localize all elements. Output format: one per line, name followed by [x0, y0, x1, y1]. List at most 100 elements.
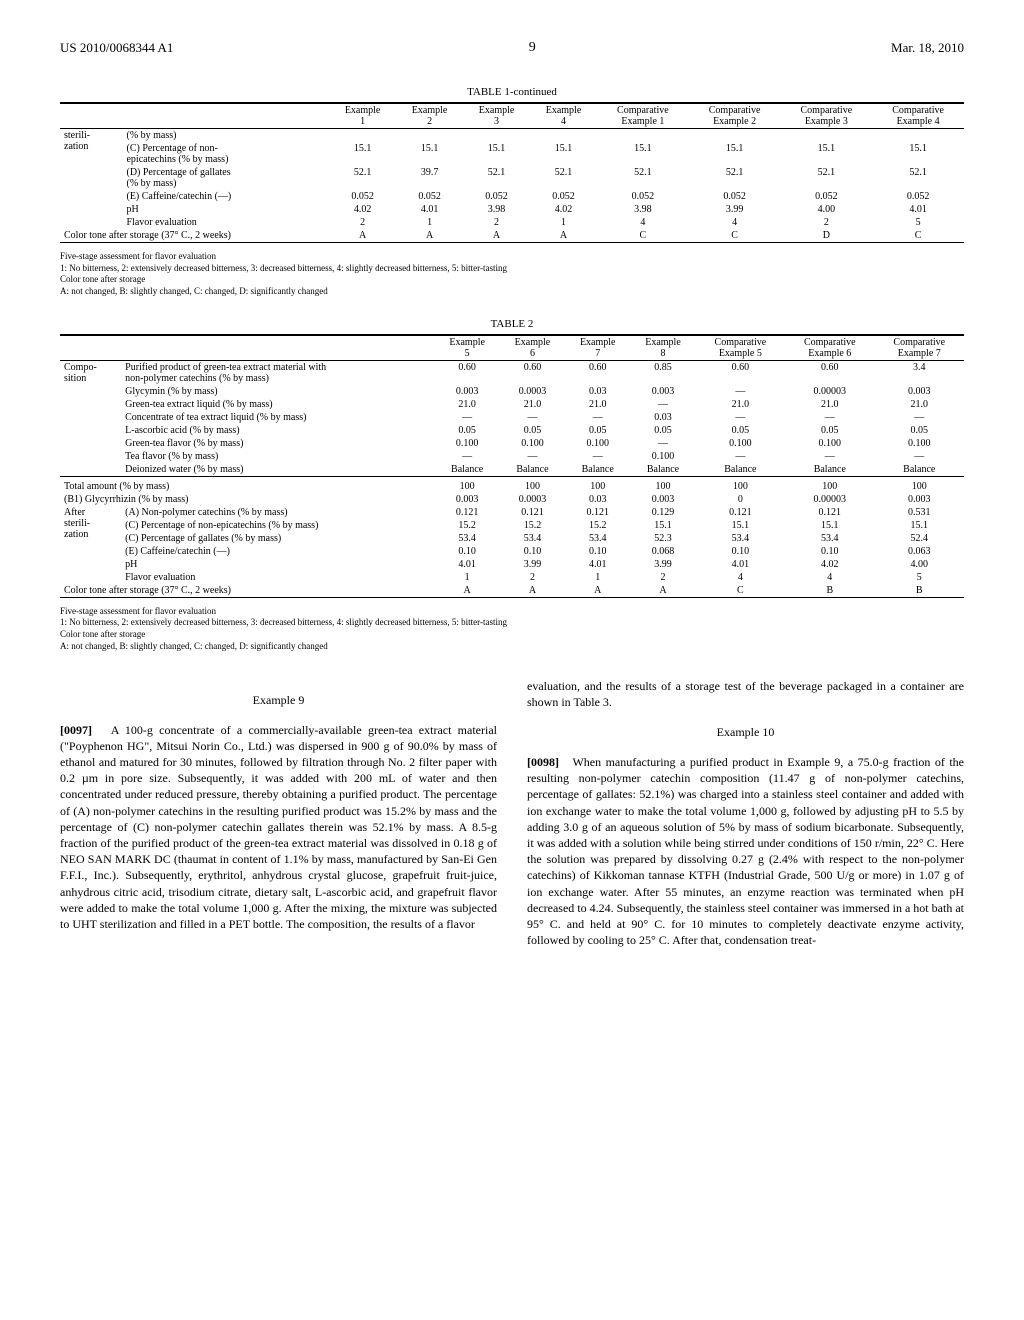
cell: 0.100	[696, 437, 785, 450]
th: ComparativeExample 6	[785, 335, 874, 361]
row-label: Color tone after storage (37° C., 2 week…	[60, 229, 329, 243]
cell: 0.052	[530, 190, 597, 203]
cell: 4.02	[785, 558, 874, 571]
cell: 15.1	[785, 519, 874, 532]
cell: 0.60	[785, 360, 874, 385]
table2-caption: TABLE 2	[60, 318, 964, 330]
th: Example1	[329, 103, 396, 129]
cell: —	[875, 450, 964, 463]
cell: 5	[875, 571, 964, 584]
row-label: (B1) Glycyrrhizin (% by mass)	[60, 493, 435, 506]
th: ComparativeExample 7	[875, 335, 964, 361]
cell: C	[689, 229, 781, 243]
cell: 21.0	[435, 398, 500, 411]
cell	[689, 129, 781, 143]
cell: 0.052	[780, 190, 872, 203]
th: ComparativeExample 1	[597, 103, 689, 129]
cell: 15.1	[630, 519, 695, 532]
cell: 4.01	[435, 558, 500, 571]
cell: 4.01	[565, 558, 630, 571]
th: Example2	[396, 103, 463, 129]
table1: Example1 Example2 Example3 Example4 Comp…	[60, 102, 964, 243]
cell: 53.4	[696, 532, 785, 545]
para-num: [0098]	[527, 755, 559, 769]
th: Example5	[435, 335, 500, 361]
cell: 1	[396, 216, 463, 229]
th: Example8	[630, 335, 695, 361]
cell: 4.02	[329, 203, 396, 216]
page-header: US 2010/0068344 A1 9 Mar. 18, 2010	[60, 40, 964, 56]
cell: 52.1	[463, 166, 530, 190]
cell: 0.05	[500, 424, 565, 437]
cell: 15.1	[689, 142, 781, 166]
cell	[463, 129, 530, 143]
th: Example4	[530, 103, 597, 129]
cell: Balance	[435, 463, 500, 477]
cell: 0.10	[435, 545, 500, 558]
para-0097: [0097] A 100-g concentrate of a commerci…	[60, 722, 497, 932]
cell: 0.063	[875, 545, 964, 558]
row-label: (D) Percentage of gallates(% by mass)	[122, 166, 329, 190]
cell: 15.1	[872, 142, 964, 166]
row-label: Tea flavor (% by mass)	[121, 450, 434, 463]
page-number: 9	[173, 40, 891, 56]
row-label: (C) Percentage of non-epicatechins (% by…	[122, 142, 329, 166]
cell: 0.003	[630, 385, 695, 398]
cell: 3.4	[875, 360, 964, 385]
cell: Balance	[500, 463, 565, 477]
row-label: (E) Caffeine/catechin (—)	[121, 545, 434, 558]
cell: 21.0	[500, 398, 565, 411]
cell: 0.121	[696, 506, 785, 519]
cell: 15.1	[530, 142, 597, 166]
cell: 0	[696, 493, 785, 506]
cell: —	[630, 437, 695, 450]
cell: A	[463, 229, 530, 243]
cell: 0.60	[565, 360, 630, 385]
th: ComparativeExample 2	[689, 103, 781, 129]
cell: 15.1	[780, 142, 872, 166]
row-label: Glycymin (% by mass)	[121, 385, 434, 398]
cell: 2	[329, 216, 396, 229]
cell: 39.7	[396, 166, 463, 190]
row-label: Green-tea flavor (% by mass)	[121, 437, 434, 450]
example9-heading: Example 9	[60, 692, 497, 708]
cell: 5	[872, 216, 964, 229]
cell: —	[435, 450, 500, 463]
cell: 0.068	[630, 545, 695, 558]
cell: 4.00	[875, 558, 964, 571]
cell: 4.01	[872, 203, 964, 216]
para-num: [0097]	[60, 723, 92, 737]
cell: 0.003	[435, 385, 500, 398]
cell: —	[785, 450, 874, 463]
cell: 21.0	[696, 398, 785, 411]
cell: 0.05	[435, 424, 500, 437]
cell: 52.4	[875, 532, 964, 545]
cell: 2	[630, 571, 695, 584]
cell: 0.003	[435, 493, 500, 506]
cell: D	[780, 229, 872, 243]
right-column: evaluation, and the results of a storage…	[527, 678, 964, 949]
cell: 2	[463, 216, 530, 229]
cell: 0.03	[630, 411, 695, 424]
cell: A	[329, 229, 396, 243]
cell: 0.03	[565, 385, 630, 398]
para-text: When manufacturing a purified product in…	[527, 755, 964, 947]
cell: 0.052	[463, 190, 530, 203]
cell: Balance	[875, 463, 964, 477]
cell: 3.98	[463, 203, 530, 216]
cell: 0.10	[785, 545, 874, 558]
cell: 100	[785, 476, 874, 493]
cell: 100	[696, 476, 785, 493]
cell: 0.85	[630, 360, 695, 385]
row-label: L-ascorbic acid (% by mass)	[121, 424, 434, 437]
cell: 0.100	[630, 450, 695, 463]
row-label: (A) Non-polymer catechins (% by mass)	[121, 506, 434, 519]
cell: 15.2	[565, 519, 630, 532]
cell: 0.121	[435, 506, 500, 519]
cell: 21.0	[875, 398, 964, 411]
cell: 15.2	[435, 519, 500, 532]
cell: —	[500, 411, 565, 424]
cell: A	[396, 229, 463, 243]
cell: 0.10	[696, 545, 785, 558]
cell: 4	[689, 216, 781, 229]
